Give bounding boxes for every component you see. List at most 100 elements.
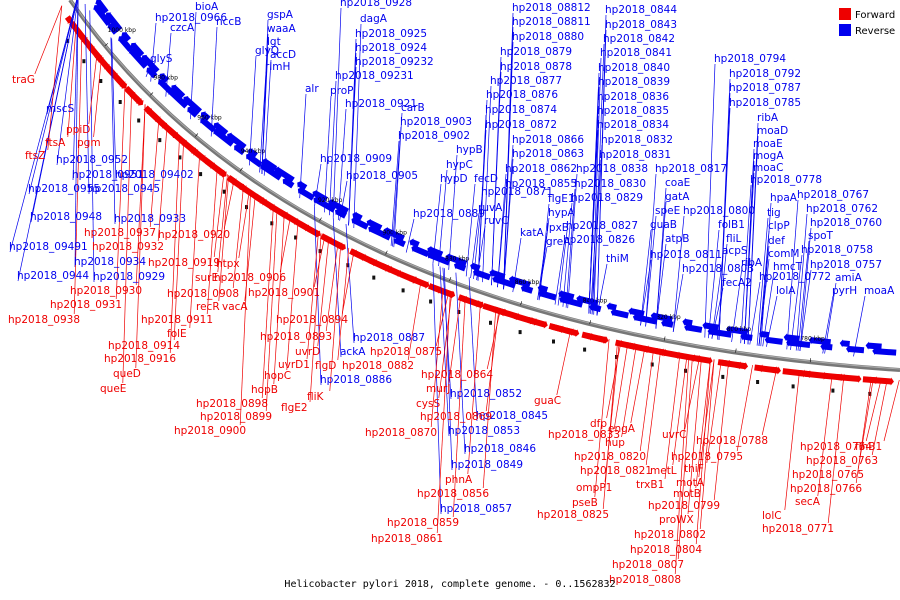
forward-gene-label: thiF	[684, 463, 704, 475]
forward-gene-label: queE	[100, 383, 126, 395]
reverse-gene-mark	[650, 311, 673, 323]
reverse-gene-label: hp2018_0948	[30, 211, 102, 223]
reverse-leader-line	[557, 230, 568, 306]
reverse-leader-line	[655, 201, 667, 329]
reverse-gene-mark	[227, 132, 247, 150]
forward-gene-label: hp2018_0898	[196, 398, 268, 410]
reverse-gene-label: hp2018_0944	[17, 270, 89, 282]
reverse-leader-line	[473, 196, 483, 280]
reverse-gene-label: moaA	[864, 285, 895, 297]
reverse-gene-label: hp2018_0840	[598, 62, 670, 74]
reverse-leader-line	[672, 215, 685, 332]
forward-leader-line	[883, 379, 900, 442]
reverse-leader-line	[562, 202, 573, 307]
forward-leader-line	[337, 247, 350, 361]
reverse-leader-line	[110, 37, 116, 225]
reverse-gene-label: hp2018_0876	[486, 89, 558, 101]
reverse-gene-label: hp2018_0952	[56, 154, 128, 166]
forward-leader-line	[173, 139, 185, 341]
forward-gene-label: hp2018_0931	[50, 299, 122, 311]
reverse-gene-mark	[559, 295, 584, 308]
forward-gene-mark	[564, 327, 580, 337]
forward-gene-mark	[804, 370, 828, 380]
forward-leader-line	[93, 57, 102, 138]
reverse-gene-label: moaC	[753, 162, 783, 174]
reverse-leader-line	[491, 71, 502, 286]
reverse-gene-mark	[168, 89, 189, 109]
reverse-gene-label: hp2018_0951	[72, 169, 144, 181]
reverse-gene-label: hp2018_0846	[464, 443, 536, 455]
reverse-leader-line	[590, 159, 601, 314]
scale-tick-label: 960 kbp	[197, 115, 222, 122]
reverse-leader-line	[432, 183, 442, 264]
reverse-gene-mark	[786, 338, 811, 349]
forward-gene-label: hp2018_0938	[8, 314, 80, 326]
forward-gene-mark	[598, 335, 609, 345]
forward-leader-line	[261, 205, 274, 399]
reverse-gene-label: mogA	[753, 150, 784, 162]
scale-tick-mark	[520, 301, 523, 306]
reverse-gene-label: hp2018_0929	[93, 271, 165, 283]
reverse-leader-line	[190, 11, 197, 120]
reverse-gene-label: hp2018_0880	[512, 31, 584, 43]
forward-gene-label: motA	[676, 477, 705, 489]
forward-gene-label: hp2018_0788	[696, 435, 768, 447]
forward-gene-label: ftsZ	[25, 150, 45, 162]
forward-leader-line	[435, 291, 450, 347]
reverse-gene-mark	[121, 32, 132, 42]
reverse-gene-label: hp2018_0778	[750, 174, 822, 186]
reverse-gene-label: hp2018_0934	[74, 256, 146, 268]
reverse-gene-label: hp2018_0852	[450, 388, 522, 400]
reverse-gene-mark	[865, 341, 882, 350]
reverse-leader-line	[390, 140, 400, 246]
reverse-leader-line	[470, 212, 480, 279]
reverse-gene-label: hp2018_0849	[451, 459, 523, 471]
reverse-gene-label: hp2018_0928	[340, 0, 412, 9]
reverse-leader-line	[503, 41, 514, 290]
reverse-gene-mark	[95, 0, 109, 15]
feature-mark	[791, 384, 795, 389]
reverse-gene-label: hypD	[440, 173, 468, 185]
reverse-gene-label: fliL	[726, 233, 742, 245]
reverse-leader-line	[731, 267, 743, 342]
reverse-leader-line	[704, 63, 716, 338]
reverse-leader-line	[554, 244, 565, 305]
reverse-gene-mark	[171, 84, 186, 99]
genome-backbone-arc	[68, 0, 900, 372]
forward-gene-mark	[442, 288, 456, 299]
forward-gene-label: hp2018_0861	[371, 533, 443, 545]
reverse-gene-mark	[366, 218, 383, 231]
forward-leader-line	[286, 220, 299, 371]
reverse-leader-line	[329, 80, 337, 216]
forward-gene-mark	[254, 194, 275, 211]
reverse-gene-label: hp2018_0811	[650, 249, 722, 261]
forward-gene-label: flgE2	[281, 402, 308, 414]
forward-leader-line	[613, 343, 629, 430]
reverse-gene-label: hp2018_0762	[806, 203, 878, 215]
reverse-gene-mark	[128, 48, 149, 69]
reverse-gene-mark	[411, 244, 430, 257]
forward-leader-line	[699, 359, 715, 530]
reverse-leader-line	[324, 95, 332, 213]
forward-leader-line	[736, 365, 753, 452]
forward-leader-line	[606, 341, 622, 419]
reverse-leader-line	[786, 199, 799, 350]
scale-tick-mark	[239, 167, 243, 172]
forward-gene-label: murJ	[426, 383, 450, 395]
reverse-leader-line	[645, 215, 657, 327]
forward-gene-label: pseB	[572, 497, 598, 509]
reverse-gene-label: hp2018_0832	[601, 134, 673, 146]
forward-gene-label: hp2018_0763	[806, 455, 878, 467]
forward-leader-line	[452, 297, 466, 518]
reverse-leader-line	[707, 229, 720, 339]
forward-gene-label: hp2018_0894	[276, 314, 348, 326]
reverse-gene-label: hp2018_08811	[512, 16, 591, 28]
feature-mark	[372, 275, 376, 280]
feature-mark	[583, 347, 587, 352]
reverse-gene-mark	[453, 261, 467, 272]
forward-gene-label: fliK	[307, 391, 325, 403]
forward-gene-label: hopB	[251, 384, 278, 396]
reverse-leader-line	[795, 213, 808, 351]
reverse-leader-line	[790, 254, 803, 350]
forward-gene-label: hp2018_0893	[260, 331, 332, 343]
